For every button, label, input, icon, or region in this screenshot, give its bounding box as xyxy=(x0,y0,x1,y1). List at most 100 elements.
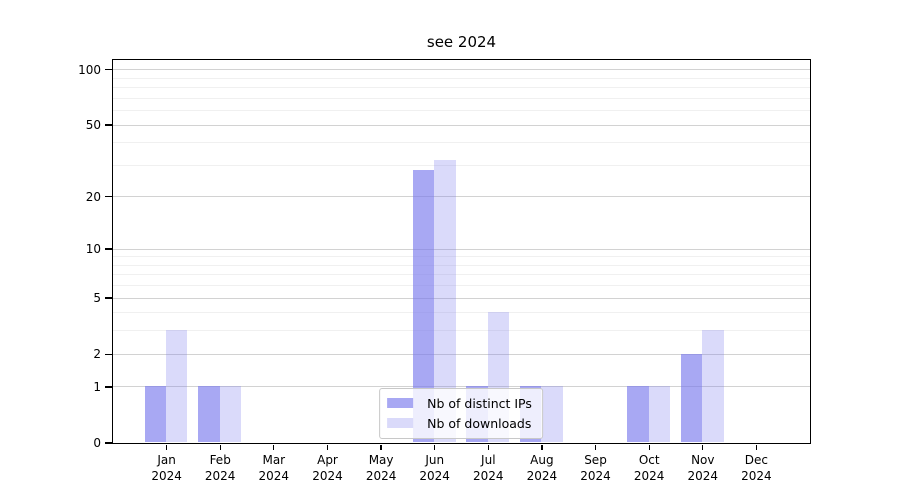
y-tick-label-0: 0 xyxy=(93,436,101,450)
bar-aug-downloads xyxy=(541,386,563,443)
x-label-year: 2024 xyxy=(258,469,290,483)
x-tick-label-nov: Nov 2024 xyxy=(671,452,735,484)
x-label-month: Aug xyxy=(530,453,554,467)
bar-jun-distinct-ips xyxy=(412,170,435,443)
y-tick-label-100: 100 xyxy=(78,62,101,77)
bar-jan-distinct-ips xyxy=(144,386,167,443)
x-tick-feb xyxy=(219,444,221,450)
y-tick-label-2: 2 xyxy=(93,347,101,362)
x-label-year: 2024 xyxy=(526,469,558,483)
gridline-minor-9 xyxy=(112,256,810,258)
bar-nov-distinct-ips xyxy=(680,353,703,443)
x-label-month: Mar xyxy=(262,453,286,467)
x-tick-label-jul: Jul 2024 xyxy=(456,452,520,484)
gridline-minor-3 xyxy=(112,330,810,332)
y-tick-label-5: 5 xyxy=(93,291,101,306)
gridline-minor-8 xyxy=(112,264,810,266)
chart-title: see 2024 xyxy=(426,33,497,51)
x-label-year: 2024 xyxy=(151,469,182,483)
y-tick-100 xyxy=(105,69,112,71)
x-tick-nov xyxy=(702,444,704,450)
x-label-month: Nov xyxy=(691,453,715,467)
x-tick-label-feb: Feb 2024 xyxy=(188,452,252,484)
gridline-minor-30 xyxy=(112,164,810,166)
bar-oct-distinct-ips xyxy=(627,386,649,443)
x-tick-aug xyxy=(541,444,543,450)
y-tick-label-20: 20 xyxy=(85,189,101,204)
legend-item-downloads: Nb of downloads xyxy=(387,415,532,432)
x-tick-label-apr: Apr 2024 xyxy=(296,452,360,484)
y-tick-5 xyxy=(105,297,112,299)
x-label-year: 2024 xyxy=(419,469,450,483)
legend-item-distinct-ips: Nb of distinct IPs xyxy=(387,395,532,412)
x-tick-label-may: May 2024 xyxy=(349,452,413,484)
legend-swatch-downloads xyxy=(387,418,414,428)
x-label-year: 2024 xyxy=(687,469,719,483)
gridline-minor-4 xyxy=(112,312,810,314)
y-tick-10 xyxy=(105,248,112,250)
x-tick-label-dec: Dec 2024 xyxy=(724,452,788,484)
bar-jan-downloads xyxy=(166,330,188,443)
x-tick-jul xyxy=(487,444,489,450)
x-tick-oct xyxy=(648,444,650,450)
x-tick-may xyxy=(380,444,382,450)
y-tick-label-10: 10 xyxy=(85,242,101,257)
x-tick-label-oct: Oct 2024 xyxy=(617,452,681,484)
bar-feb-distinct-ips xyxy=(198,386,220,443)
x-label-year: 2024 xyxy=(633,469,665,483)
y-tick-2 xyxy=(105,353,112,355)
x-label-month: Oct xyxy=(638,453,660,467)
x-tick-dec xyxy=(755,444,758,450)
x-label-month: Sep xyxy=(584,453,607,467)
plot-area: Nb of distinct IPs Nb of downloads xyxy=(111,58,811,444)
x-tick-mar xyxy=(273,444,275,450)
x-label-month: Dec xyxy=(744,453,768,467)
x-label-month: Apr xyxy=(317,453,338,467)
gridline-major-50 xyxy=(112,124,810,126)
gridline-major-100 xyxy=(112,69,810,71)
x-label-year: 2024 xyxy=(580,469,611,483)
bar-jun-downloads xyxy=(434,159,456,443)
bar-feb-downloads xyxy=(219,386,242,443)
y-tick-label-1: 1 xyxy=(93,379,101,394)
y-tick-1 xyxy=(105,386,112,388)
gridline-minor-6 xyxy=(112,285,810,287)
gridline-major-2 xyxy=(112,353,810,355)
x-tick-apr xyxy=(326,444,329,450)
x-tick-label-mar: Mar 2024 xyxy=(242,452,306,484)
x-tick-jun xyxy=(434,444,436,450)
x-tick-jan xyxy=(165,444,168,450)
x-label-year: 2024 xyxy=(741,469,772,483)
y-tick-0 xyxy=(105,442,112,444)
gridline-minor-80 xyxy=(112,87,810,89)
y-tick-20 xyxy=(105,196,112,198)
bar-nov-downloads xyxy=(702,330,724,443)
grid-layer xyxy=(112,60,810,443)
bars-layer xyxy=(113,60,810,443)
x-label-month: Jul xyxy=(481,453,496,467)
gridline-minor-70 xyxy=(112,97,810,99)
y-tick-label-50: 50 xyxy=(85,118,101,132)
gridline-major-5 xyxy=(112,297,810,299)
x-label-month: Jun xyxy=(425,453,445,467)
x-label-year: 2024 xyxy=(473,469,504,483)
legend: Nb of distinct IPs Nb of downloads xyxy=(379,387,543,439)
x-tick-label-jan: Jan 2024 xyxy=(135,452,199,484)
x-label-year: 2024 xyxy=(365,469,397,483)
x-label-month: Feb xyxy=(209,453,231,467)
gridline-minor-7 xyxy=(112,274,810,276)
gridline-major-20 xyxy=(112,196,810,198)
x-label-year: 2024 xyxy=(312,469,343,483)
legend-swatch-distinct-ips xyxy=(387,398,414,408)
gridline-major-10 xyxy=(112,248,810,250)
y-tick-50 xyxy=(105,124,112,126)
gridline-minor-90 xyxy=(112,77,810,79)
gridline-minor-40 xyxy=(112,142,810,144)
gridline-minor-60 xyxy=(112,110,810,112)
x-tick-sep xyxy=(594,444,597,450)
bar-oct-downloads xyxy=(648,386,671,443)
x-tick-label-aug: Aug 2024 xyxy=(510,452,574,484)
x-label-month: May xyxy=(368,453,394,467)
legend-label-downloads: Nb of downloads xyxy=(427,415,532,431)
